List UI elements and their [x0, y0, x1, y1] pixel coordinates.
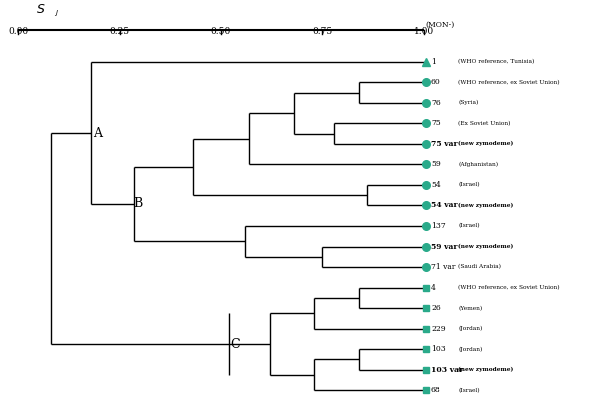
Text: (Ex Soviet Union): (Ex Soviet Union): [458, 121, 511, 126]
Text: 0.50: 0.50: [211, 27, 231, 37]
Text: 59: 59: [431, 160, 441, 168]
Text: 68: 68: [431, 386, 441, 394]
Text: 103 var: 103 var: [431, 366, 463, 374]
Text: 103: 103: [431, 345, 446, 353]
Text: 76: 76: [431, 99, 441, 107]
Text: (Israel): (Israel): [458, 388, 480, 393]
Text: 60: 60: [431, 78, 441, 86]
Text: $S$: $S$: [36, 2, 45, 15]
Text: (new zymodeme): (new zymodeme): [458, 141, 514, 146]
Text: (WHO reference, ex Soviet Union): (WHO reference, ex Soviet Union): [458, 80, 560, 85]
Text: (MON-): (MON-): [426, 21, 455, 29]
Text: 229: 229: [431, 325, 446, 333]
Text: (Afghanistan): (Afghanistan): [458, 162, 498, 167]
Text: A: A: [93, 127, 102, 140]
Text: 0.75: 0.75: [312, 27, 332, 37]
Text: (WHO reference, ex Soviet Union): (WHO reference, ex Soviet Union): [458, 285, 560, 290]
Text: 137: 137: [431, 222, 446, 230]
Text: 0.25: 0.25: [109, 27, 130, 37]
Text: (Yemen): (Yemen): [458, 305, 482, 311]
Text: (Syria): (Syria): [458, 100, 479, 105]
Text: C: C: [230, 337, 240, 351]
Text: B: B: [133, 197, 142, 210]
Text: 4: 4: [431, 283, 436, 292]
Text: $_{J}$: $_{J}$: [54, 8, 59, 19]
Text: 54: 54: [431, 181, 441, 189]
Text: (new zymodeme): (new zymodeme): [458, 244, 514, 249]
Text: 59 var: 59 var: [431, 242, 457, 251]
Text: 75: 75: [431, 120, 441, 127]
Text: (new zymodeme): (new zymodeme): [458, 367, 514, 372]
Text: (new zymodeme): (new zymodeme): [458, 203, 514, 208]
Text: (Israel): (Israel): [458, 223, 480, 229]
Text: (Saudi Arabia): (Saudi Arabia): [458, 264, 501, 270]
Text: (Israel): (Israel): [458, 182, 480, 188]
Text: 71 var: 71 var: [431, 263, 455, 271]
Text: 54 var: 54 var: [431, 201, 458, 210]
Text: 0.00: 0.00: [8, 27, 28, 37]
Text: 1.00: 1.00: [413, 27, 434, 37]
Text: (Jordan): (Jordan): [458, 326, 482, 331]
Text: (WHO reference, Tunisia): (WHO reference, Tunisia): [458, 59, 535, 64]
Text: (Jordan): (Jordan): [458, 347, 482, 352]
Text: 75 var: 75 var: [431, 140, 458, 148]
Text: 26: 26: [431, 304, 441, 312]
Text: 1: 1: [431, 58, 436, 66]
